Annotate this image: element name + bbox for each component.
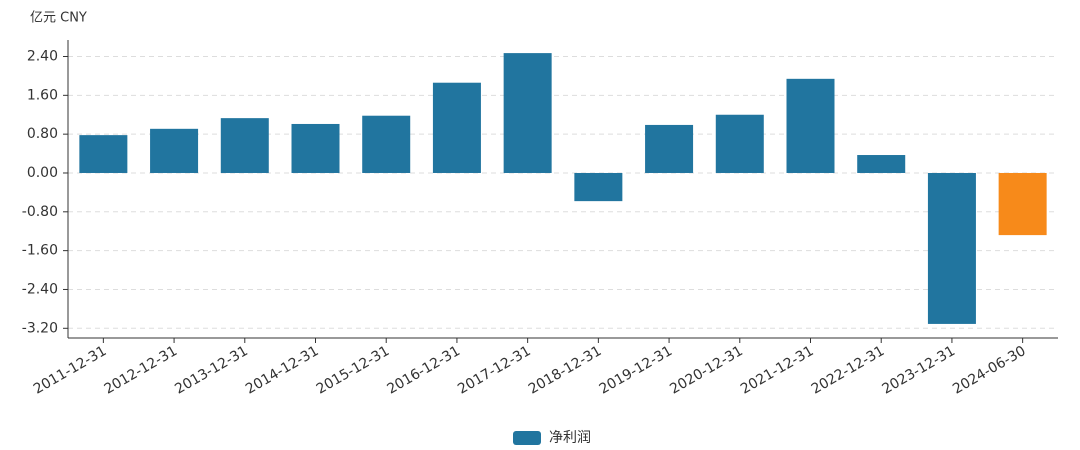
x-tick-label: 2022-12-31 [809,343,887,398]
y-tick-label: -0.80 [22,204,58,220]
bar [645,124,694,173]
x-tick-label: 2015-12-31 [314,343,392,398]
x-tick-label: 2011-12-31 [31,343,109,398]
bar [291,123,340,173]
x-tick-label: 2017-12-31 [455,343,533,398]
x-tick-label: 2018-12-31 [526,343,604,398]
bar [998,172,1047,236]
y-tick-label: -2.40 [22,281,58,297]
bar [362,115,411,173]
legend-label: 净利润 [549,430,591,446]
bar [432,82,481,173]
bar [220,118,269,173]
y-axis-label: 亿元 CNY [30,11,87,26]
x-tick-label: 2021-12-31 [738,343,816,398]
x-tick-label: 2019-12-31 [597,343,675,398]
y-tick-label: -3.20 [22,320,58,336]
legend-swatch [513,431,541,445]
bar [927,172,976,324]
x-tick-label: 2014-12-31 [243,343,321,398]
y-tick-label: -1.60 [22,243,58,259]
y-tick-label: 1.60 [27,87,58,103]
x-tick-label: 2013-12-31 [172,343,250,398]
bar [503,53,552,173]
bar [79,135,128,173]
x-tick-label: 2016-12-31 [384,343,462,398]
bar [574,172,623,202]
bar [715,114,764,173]
y-tick-label: 0.00 [27,165,58,181]
x-tick-label: 2023-12-31 [879,343,957,398]
x-tick-label: 2024-06-30 [950,343,1028,398]
bar [150,128,199,173]
x-tick-label: 2020-12-31 [667,343,745,398]
x-tick-label: 2012-12-31 [102,343,180,398]
y-tick-label: 0.80 [27,126,58,142]
bar [786,78,835,173]
y-tick-label: 2.40 [27,49,58,65]
bar [857,155,906,173]
